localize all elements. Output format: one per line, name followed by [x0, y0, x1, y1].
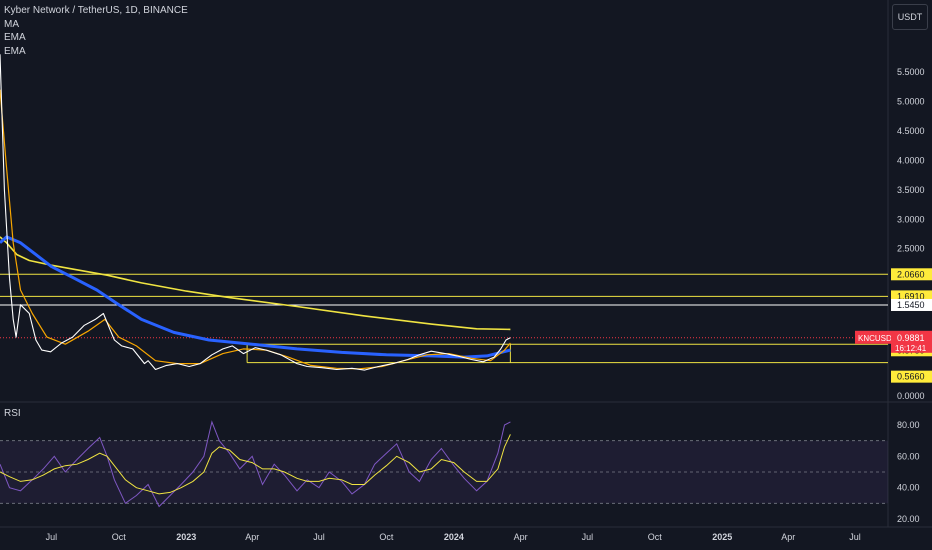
- legend-indicator-ema-2[interactable]: EMA: [4, 45, 26, 57]
- rsi-tick-label: 20.00: [897, 514, 920, 524]
- current-price-label: 0.9881: [897, 333, 925, 343]
- time-tick-label: Apr: [781, 532, 795, 542]
- price-tick-label: 3.0000: [897, 214, 925, 224]
- symbol-title[interactable]: Kyber Network / TetherUS, 1D, BINANCE: [4, 5, 188, 16]
- time-tick-label: Oct: [112, 532, 127, 542]
- rsi-ma-line: [0, 434, 511, 495]
- time-tick-label: 2023: [176, 532, 196, 542]
- level-badge: 2.0660: [897, 269, 925, 279]
- rsi-tick-label: 80.00: [897, 420, 920, 430]
- rsi-tick-label: 40.00: [897, 483, 920, 493]
- price-tick-label: 3.5000: [897, 185, 925, 195]
- time-tick-label: Oct: [648, 532, 663, 542]
- price-tick-label: 5.0000: [897, 96, 925, 106]
- ticker-badge-label: KNCUSDT: [858, 334, 897, 343]
- time-tick-label: Apr: [514, 532, 528, 542]
- ema-short-line: [0, 89, 511, 370]
- countdown-label: 16:12:41: [895, 344, 927, 353]
- level-badge-bg: [891, 298, 932, 311]
- time-tick-label: Jul: [46, 532, 58, 542]
- time-tick-label: 2024: [444, 532, 464, 542]
- chart-legend: Kyber Network / TetherUS, 1D, BINANCE MA…: [4, 4, 188, 58]
- ticker-badge-bg: [855, 330, 891, 344]
- price-tick-label: 4.0000: [897, 155, 925, 165]
- price-tick-label: 4.5000: [897, 126, 925, 136]
- time-tick-label: Apr: [245, 532, 259, 542]
- price-tick-label: 0.0000: [897, 391, 925, 401]
- level-badge-bg: [891, 370, 932, 383]
- legend-indicator-ma[interactable]: MA: [4, 18, 19, 30]
- level-badge: 0.5660: [897, 372, 925, 382]
- time-tick-label: Jul: [849, 532, 861, 542]
- legend-indicator-ema-1[interactable]: EMA: [4, 32, 26, 43]
- ma-line: [0, 236, 511, 331]
- ema-long-line: [0, 235, 511, 359]
- time-tick-label: Oct: [379, 532, 394, 542]
- price-tick-label: 5.5000: [897, 67, 925, 77]
- price-tick-label: 2.5000: [897, 244, 925, 254]
- level-badge: 1.6910: [897, 291, 925, 301]
- time-tick-label: Jul: [313, 532, 325, 542]
- rsi-line: [0, 420, 511, 508]
- rsi-tick-label: 60.00: [897, 451, 920, 461]
- rsi-pane-label[interactable]: RSI: [4, 408, 21, 419]
- time-tick-label: Jul: [582, 532, 594, 542]
- price-line: [0, 54, 511, 371]
- currency-unit-button[interactable]: USDT: [892, 4, 928, 30]
- time-tick-label: 2025: [712, 532, 732, 542]
- level-badge: 1.5450: [897, 300, 925, 310]
- level-badge-bg: [891, 268, 932, 281]
- current-price-badge-bg: [891, 330, 932, 353]
